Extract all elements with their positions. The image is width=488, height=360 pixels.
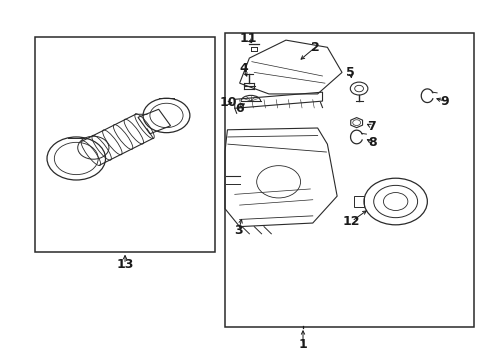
- Text: 4: 4: [239, 62, 247, 75]
- Text: 11: 11: [239, 32, 256, 45]
- Text: 13: 13: [116, 258, 133, 271]
- Text: 2: 2: [310, 41, 319, 54]
- Text: 3: 3: [234, 224, 243, 237]
- Text: 7: 7: [366, 120, 375, 133]
- Text: 12: 12: [342, 215, 360, 228]
- Text: 10: 10: [219, 96, 237, 109]
- Bar: [35, 37, 215, 252]
- Text: 5: 5: [346, 66, 354, 79]
- Bar: [224, 33, 473, 327]
- Text: 8: 8: [367, 136, 376, 149]
- Text: 9: 9: [439, 95, 448, 108]
- Text: 1: 1: [298, 338, 307, 351]
- Text: 6: 6: [235, 102, 244, 115]
